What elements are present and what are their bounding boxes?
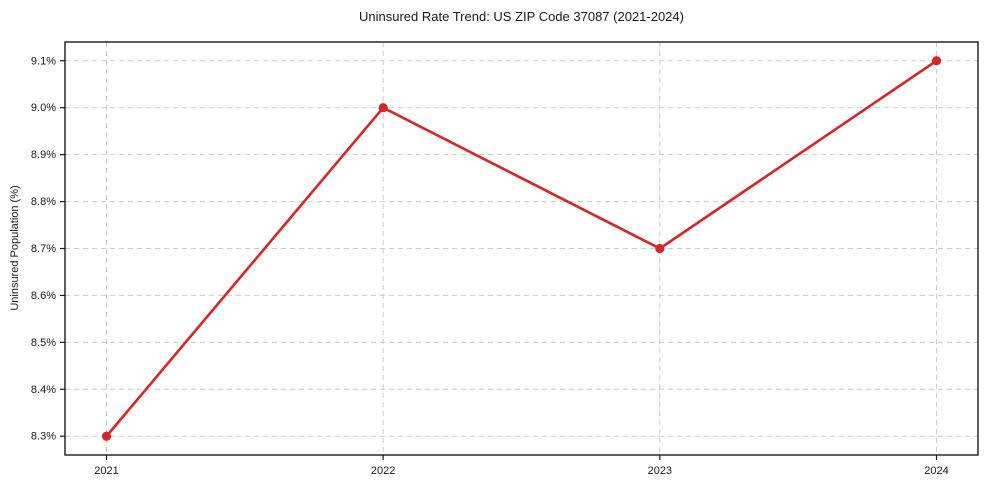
data-point-2024 xyxy=(931,56,942,66)
y-tick-label: 8.5% xyxy=(31,337,56,349)
y-tick-label: 8.7% xyxy=(31,243,56,255)
x-tick-label: 2024 xyxy=(924,465,948,477)
y-tick-label: 8.4% xyxy=(31,384,56,396)
y-tick-label: 8.9% xyxy=(31,149,56,161)
data-point-2021 xyxy=(101,431,112,441)
y-tick-label: 8.3% xyxy=(31,431,56,443)
y-tick-label: 9.0% xyxy=(31,102,56,114)
data-point-2023 xyxy=(655,243,665,254)
x-tick-label: 2023 xyxy=(648,465,672,477)
chart-title: Uninsured Rate Trend: US ZIP Code 37087 … xyxy=(359,9,684,24)
x-tick-label: 2021 xyxy=(94,465,118,477)
x-tick-label: 2022 xyxy=(371,465,395,477)
y-tick-label: 9.1% xyxy=(31,55,56,67)
plot-border xyxy=(64,41,979,456)
data-point-2022 xyxy=(378,103,388,113)
trend-line xyxy=(105,59,938,438)
y-tick-label: 8.8% xyxy=(31,196,56,208)
y-tick-label: 8.6% xyxy=(31,290,56,302)
y-axis-label: Uninsured Population (%) xyxy=(9,185,21,311)
